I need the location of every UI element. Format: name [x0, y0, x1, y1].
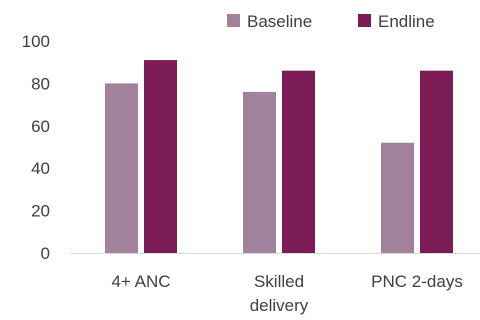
y-tick-label: 20: [31, 202, 50, 221]
y-tick-label: 60: [31, 117, 50, 136]
category-label: Skilled delivery: [250, 272, 309, 315]
legend: Baseline Endline: [227, 12, 435, 31]
legend-label: Baseline: [247, 12, 312, 31]
bar-baseline-2: [243, 91, 276, 253]
category-label-line: Skilled: [254, 272, 304, 291]
category-label-line: delivery: [250, 296, 309, 315]
bar-endline-2: [282, 70, 315, 254]
bar-baseline-3: [381, 142, 414, 253]
category-label-line: 4+ ANC: [111, 272, 170, 291]
category-labels: 4+ ANC Skilled delivery PNC 2-days: [111, 272, 462, 315]
y-tick-label: 0: [41, 244, 50, 263]
legend-item-endline: Endline: [358, 12, 435, 31]
category-label-line: PNC 2-days: [371, 272, 463, 291]
y-tick-label: 80: [31, 74, 50, 93]
bar-endline-1: [144, 60, 177, 253]
category-label: 4+ ANC: [111, 272, 170, 291]
legend-label: Endline: [378, 12, 435, 31]
bar-baseline-1: [105, 83, 138, 254]
legend-swatch: [227, 14, 240, 27]
category-label: PNC 2-days: [371, 272, 463, 291]
bar-group: [105, 60, 453, 254]
y-axis-tick-labels: 0 20 40 60 80 100: [22, 32, 50, 263]
legend-item-baseline: Baseline: [227, 12, 312, 31]
y-tick-label: 40: [31, 159, 50, 178]
y-tick-label: 100: [22, 32, 50, 51]
legend-swatch: [358, 14, 371, 27]
bar-endline-3: [420, 70, 453, 254]
